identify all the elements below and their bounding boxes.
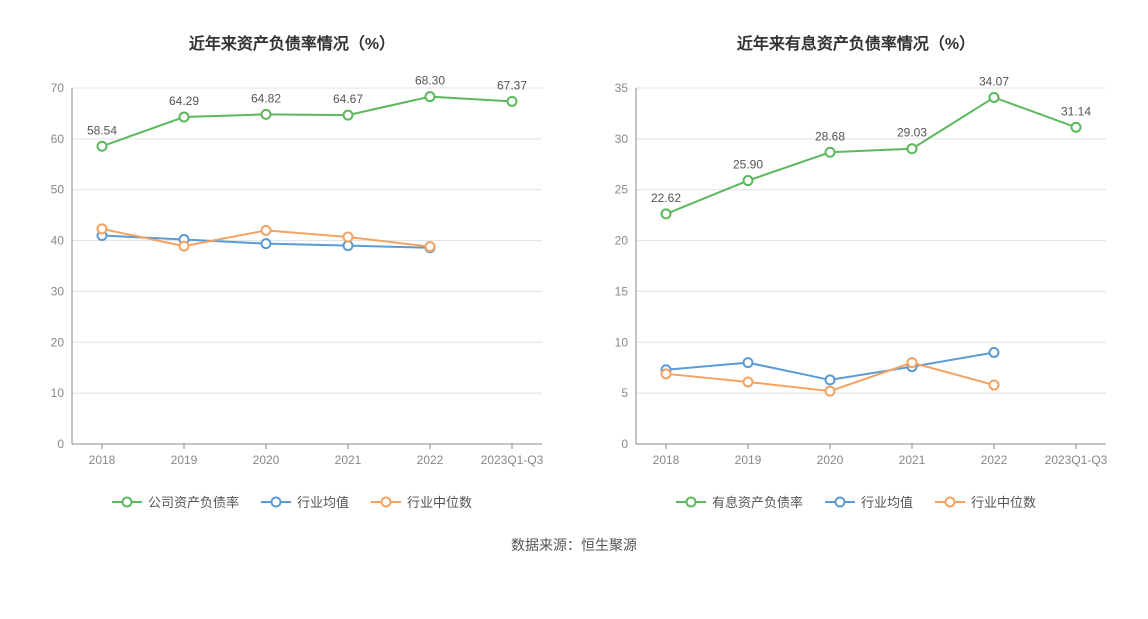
svg-text:2018: 2018 [653, 453, 680, 467]
svg-text:2022: 2022 [981, 453, 1008, 467]
svg-text:0: 0 [621, 437, 628, 451]
svg-text:2020: 2020 [817, 453, 844, 467]
svg-text:40: 40 [51, 234, 65, 248]
svg-text:2022: 2022 [417, 453, 444, 467]
svg-text:64.67: 64.67 [333, 92, 363, 106]
svg-text:2021: 2021 [899, 453, 926, 467]
svg-text:5: 5 [621, 386, 628, 400]
svg-text:35: 35 [615, 81, 629, 95]
svg-text:64.29: 64.29 [169, 94, 199, 108]
legend-label: 公司资产负债率 [148, 492, 239, 511]
legend-swatch-icon [261, 495, 291, 509]
svg-text:2020: 2020 [253, 453, 280, 467]
chart-panel-interest_bearing_ratio: 近年来有息资产负债率情况（%） 0 5 10 15 20 25 30 35 2018 2019 202… [574, 10, 1138, 511]
chart-plot-area: 0 10 20 30 40 50 60 70 2018 2019 2020 2021 2022 2023Q… [22, 64, 562, 484]
chart-title: 近年来有息资产负债率情况（%） [737, 30, 975, 54]
legend-item[interactable]: 行业均值 [261, 492, 349, 511]
chart-plot-area: 0 5 10 15 20 25 30 35 2018 2019 2020 2021 2022 2023Q1… [586, 64, 1126, 484]
chart-legend: 有息资产负债率 行业均值 行业中位数 [676, 492, 1036, 511]
svg-text:10: 10 [615, 335, 629, 349]
legend-item[interactable]: 公司资产负债率 [112, 492, 239, 511]
legend-swatch-icon [825, 495, 855, 509]
svg-text:50: 50 [51, 183, 65, 197]
svg-text:64.82: 64.82 [251, 91, 281, 105]
legend-swatch-icon [676, 495, 706, 509]
svg-text:2023Q1-Q3: 2023Q1-Q3 [481, 453, 544, 467]
svg-text:68.30: 68.30 [415, 74, 445, 88]
svg-text:29.03: 29.03 [897, 126, 927, 140]
svg-text:25: 25 [615, 183, 629, 197]
legend-item[interactable]: 行业中位数 [935, 492, 1036, 511]
svg-text:2018: 2018 [89, 453, 116, 467]
legend-label: 有息资产负债率 [712, 492, 803, 511]
legend-item[interactable]: 行业均值 [825, 492, 913, 511]
svg-text:20: 20 [51, 335, 65, 349]
svg-text:70: 70 [51, 81, 65, 95]
svg-text:2021: 2021 [335, 453, 362, 467]
legend-label: 行业均值 [297, 492, 349, 511]
legend-swatch-icon [935, 495, 965, 509]
legend-swatch-icon [112, 495, 142, 509]
svg-text:15: 15 [615, 284, 629, 298]
svg-text:67.37: 67.37 [497, 78, 527, 92]
legend-item[interactable]: 有息资产负债率 [676, 492, 803, 511]
svg-text:30: 30 [51, 284, 65, 298]
svg-text:31.14: 31.14 [1061, 104, 1091, 118]
svg-text:25.90: 25.90 [733, 158, 763, 172]
chart-title: 近年来资产负债率情况（%） [189, 30, 395, 54]
legend-item[interactable]: 行业中位数 [371, 492, 472, 511]
svg-text:34.07: 34.07 [979, 74, 1009, 88]
data-source-footer: 数据来源：恒生聚源 [10, 535, 1138, 555]
svg-text:28.68: 28.68 [815, 129, 845, 143]
svg-text:30: 30 [615, 132, 629, 146]
charts-container: 近年来资产负债率情况（%）010203040506070201820192020… [10, 10, 1138, 511]
svg-text:58.54: 58.54 [87, 123, 117, 137]
chart-legend: 公司资产负债率 行业均值 行业中位数 [112, 492, 472, 511]
legend-label: 行业均值 [861, 492, 913, 511]
svg-text:2019: 2019 [735, 453, 762, 467]
chart-panel-debt_ratio: 近年来资产负债率情况（%） 0 10 20 30 40 50 60 70 2018 2019 2020… [10, 10, 574, 511]
svg-text:60: 60 [51, 132, 65, 146]
svg-text:0: 0 [57, 437, 64, 451]
legend-label: 行业中位数 [407, 492, 472, 511]
svg-text:10: 10 [51, 386, 65, 400]
legend-swatch-icon [371, 495, 401, 509]
svg-text:22.62: 22.62 [651, 191, 681, 205]
svg-text:20: 20 [615, 234, 629, 248]
svg-text:2023Q1-Q3: 2023Q1-Q3 [1045, 453, 1108, 467]
legend-label: 行业中位数 [971, 492, 1036, 511]
svg-text:2019: 2019 [171, 453, 198, 467]
